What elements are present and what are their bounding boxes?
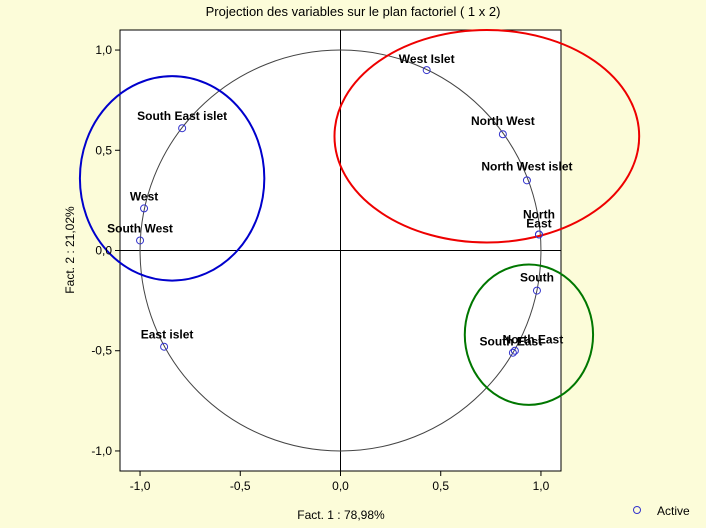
point-label: East xyxy=(526,216,551,230)
point-label: North East xyxy=(503,333,564,347)
data-point xyxy=(136,236,145,245)
chart-title: Projection des variables sur le plan fac… xyxy=(206,4,501,19)
point-label: North xyxy=(523,207,555,221)
data-point xyxy=(532,286,541,295)
data-point xyxy=(510,346,519,355)
x-tick-label: -0,5 xyxy=(230,479,251,493)
y-tick-label: -0,5 xyxy=(91,344,112,358)
y-tick-label: 0,0 xyxy=(95,244,112,258)
group-ellipse-1 xyxy=(78,75,266,282)
point-label: South xyxy=(520,271,554,285)
point-label: South East islet xyxy=(137,109,227,123)
data-point xyxy=(534,230,543,239)
point-label: North West xyxy=(471,114,535,128)
x-axis-label: Fact. 1 : 78,98% xyxy=(297,508,385,522)
point-label: South East xyxy=(480,335,543,349)
x-tick-label: 0,5 xyxy=(432,479,449,493)
data-point xyxy=(140,204,149,213)
data-point xyxy=(422,66,431,75)
point-label: West xyxy=(130,189,158,203)
group-ellipse-3 xyxy=(463,263,595,406)
x-tick-label: 1,0 xyxy=(533,479,550,493)
point-label: West Islet xyxy=(399,52,455,66)
legend-marker xyxy=(633,506,641,514)
point-label: East islet xyxy=(141,328,194,342)
correlation-circle xyxy=(139,49,542,452)
group-ellipse-2 xyxy=(333,29,641,244)
data-point xyxy=(160,342,169,351)
y-tick-label: 1,0 xyxy=(95,43,112,57)
data-point xyxy=(508,348,517,357)
x-tick-label: -1,0 xyxy=(130,479,151,493)
data-point xyxy=(522,176,531,185)
legend: Active xyxy=(633,504,690,518)
x-tick-label: 0,0 xyxy=(332,479,349,493)
legend-label: Active xyxy=(657,504,690,518)
data-point xyxy=(178,124,187,133)
data-point xyxy=(498,130,507,139)
point-label: South West xyxy=(107,221,173,235)
point-label: North West islet xyxy=(481,159,572,173)
y-tick-label: 0,5 xyxy=(95,143,112,157)
y-axis-label: Fact. 2 : 21,02% xyxy=(63,206,77,294)
y-tick-label: -1,0 xyxy=(91,444,112,458)
